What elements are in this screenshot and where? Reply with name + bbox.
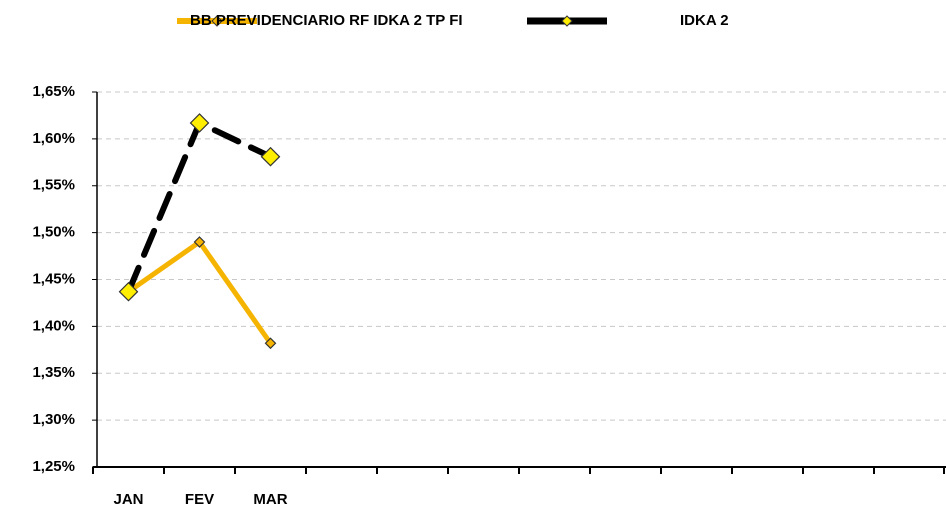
x-tick-label: JAN [113, 491, 143, 508]
x-tick-label: MAR [253, 491, 287, 508]
y-tick-label: 1,35% [32, 364, 75, 381]
y-tick-label: 1,65% [32, 83, 75, 100]
series-line [126, 239, 273, 346]
y-tick-label: 1,25% [32, 458, 75, 475]
legend-label: BB PREVIDENCIARIO RF IDKA 2 TP FI [190, 12, 463, 29]
y-tick-label: 1,45% [32, 270, 75, 287]
y-tick-label: 1,30% [32, 411, 75, 428]
y-tick-label: 1,50% [32, 224, 75, 241]
legend-label: IDKA 2 [680, 12, 729, 29]
legend-marker [561, 15, 573, 27]
legend-marker [211, 15, 223, 27]
y-tick-label: 1,55% [32, 177, 75, 194]
y-tick-label: 1,40% [32, 317, 75, 334]
marker [193, 236, 206, 248]
marker [118, 281, 139, 302]
marker [264, 337, 277, 350]
series-line [125, 119, 274, 295]
marker [189, 113, 210, 133]
marker [260, 146, 281, 167]
x-tick-label: FEV [185, 491, 214, 508]
y-tick-label: 1,60% [32, 130, 75, 147]
